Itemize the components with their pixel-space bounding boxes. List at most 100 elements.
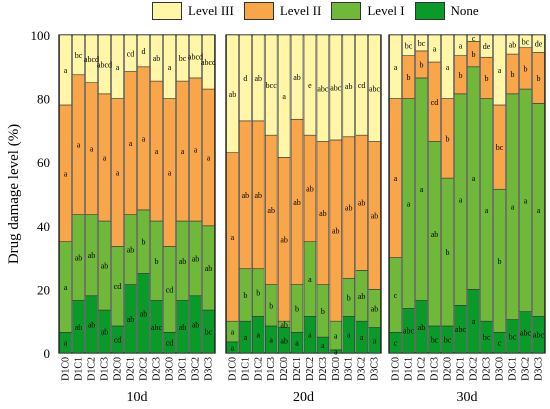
bar-segment-label: c [394, 339, 398, 348]
bar-segment-level3 [368, 34, 381, 142]
bar-segment-label: bc [483, 333, 491, 342]
bar-segment-label: ab [431, 230, 439, 239]
legend-label-level-ii: Level II [279, 3, 322, 18]
panel-frame [225, 34, 382, 354]
bar-segment-level3 [506, 34, 519, 55]
x-tick-label: D1C2 [253, 357, 264, 381]
bar-segment-label: b [472, 50, 476, 59]
panel-frame [58, 34, 216, 354]
bar-segment-level3 [137, 34, 150, 68]
bar-segment-label: a [373, 336, 377, 345]
x-tick-label: D2C3 [482, 357, 493, 381]
bar-segment-label: a [308, 331, 312, 340]
legend-swatch-level-iii [152, 2, 182, 20]
bar-segment-level3 [428, 34, 441, 63]
bar-segment-label: ab [179, 257, 187, 266]
bar-segment-label: abcd [201, 58, 216, 67]
bar-segment-label: ab [345, 204, 353, 213]
bar-segment-level3 [441, 34, 454, 99]
bar-segment-label: ab [358, 199, 366, 208]
bar-segment-level3 [329, 34, 343, 141]
bar-segment-label: ab [205, 264, 213, 273]
bar-segment-label: ab [280, 336, 288, 345]
bar-segment-label: a [420, 185, 424, 194]
bar-segment-label: cd [431, 98, 439, 107]
legend-swatch-none [414, 2, 445, 20]
bar-segment-label: a [347, 331, 351, 340]
bar-segment-label: a [103, 153, 107, 162]
bar-segment-level3 [163, 34, 176, 99]
x-tick-label: D1C3 [100, 357, 111, 381]
x-tick-label: D3C2 [191, 357, 202, 381]
bar-segment-level3 [277, 34, 291, 158]
bar-segment-label: cd [127, 49, 135, 58]
y-tick-label: 60 [37, 155, 50, 170]
x-tick-label: D2C1 [126, 357, 137, 381]
bar-segment-label: bc [444, 335, 452, 344]
bar-segment-label: abc [520, 328, 532, 337]
x-tick-label: D3C2 [357, 357, 368, 381]
bar-segment-label: a [334, 332, 338, 341]
bar-segment-label: a [64, 66, 68, 75]
bar-segment-label: abcd [188, 52, 203, 61]
bar-segment-label: a [407, 200, 411, 209]
x-tick-label: D3C1 [344, 357, 355, 381]
bar-segment-level3 [124, 34, 137, 72]
bar-segment-level3 [202, 34, 215, 90]
bar-segment-level3 [303, 34, 317, 136]
bar-segment-label: b [459, 71, 463, 80]
bar-segment-label: b [243, 291, 247, 300]
bar-segment-label: bc [75, 51, 83, 60]
bar-segment-label: abcd [84, 55, 99, 64]
bar-segment-label: ab [306, 184, 314, 193]
bar-segment-label: a [168, 63, 172, 72]
bar-segment-label: a [269, 335, 273, 344]
bar-segment-label: de [483, 42, 491, 51]
bar-segment-label: abc [403, 327, 415, 336]
legend-label-none: None [450, 3, 479, 18]
bar-segment-label: b [269, 301, 273, 310]
bar-segment-label: a [194, 145, 198, 154]
group-label: 30d [457, 390, 478, 405]
bar-segment-label: bc [522, 37, 530, 46]
y-tick-label: 20 [37, 282, 50, 297]
bar-segment-label: ab [242, 191, 250, 200]
bar-segment-label: a [244, 333, 248, 342]
bar-segment-label: ab [88, 251, 96, 260]
y-tick-label: 80 [37, 92, 50, 107]
bar-segment-label: abc [455, 325, 467, 334]
x-tick-label: D3C3 [534, 357, 545, 381]
bar-segment-label: a [168, 169, 172, 178]
bar-segment-level3 [85, 34, 98, 84]
bar-segment-label: a [207, 153, 211, 162]
bar-segment-label: a [308, 275, 312, 284]
bar-segment-label: cd [166, 339, 174, 348]
bar-segment-level3 [150, 34, 163, 82]
x-tick-label: D3C0 [165, 357, 176, 381]
bar-segment-level3 [402, 34, 415, 56]
bar-segment-label: a [334, 347, 338, 356]
legend-swatch-level-i [331, 2, 362, 20]
bar-segment-label: ab [75, 254, 83, 263]
bar-segment-label: c [394, 291, 398, 300]
bar-segment-label: cd [166, 285, 174, 294]
x-tick-label: D1C3 [266, 357, 277, 381]
bar-segment-label: a [231, 233, 235, 242]
legend-swatch-level-ii [243, 2, 274, 20]
bar-segment-label: a [511, 203, 515, 212]
bar-segment-label: a [181, 147, 185, 156]
bar-segment-label: bcc [266, 81, 278, 90]
bar-segment-label: b [498, 257, 502, 266]
x-tick-label: D1C1 [74, 357, 85, 381]
x-tick-label: D2C0 [279, 357, 290, 381]
x-tick-label: D3C2 [521, 357, 532, 381]
x-tick-label: D1C1 [404, 357, 415, 381]
x-tick-label: D1C0 [227, 357, 238, 381]
bar-segment-label: a [524, 196, 528, 205]
bar-segment-label: bc [496, 143, 504, 152]
bar-segment-label: b [511, 70, 515, 79]
bar-segment-label: e [308, 81, 312, 90]
bar-segment-label: b [155, 257, 159, 266]
bar-segment-label: ab [418, 323, 426, 332]
